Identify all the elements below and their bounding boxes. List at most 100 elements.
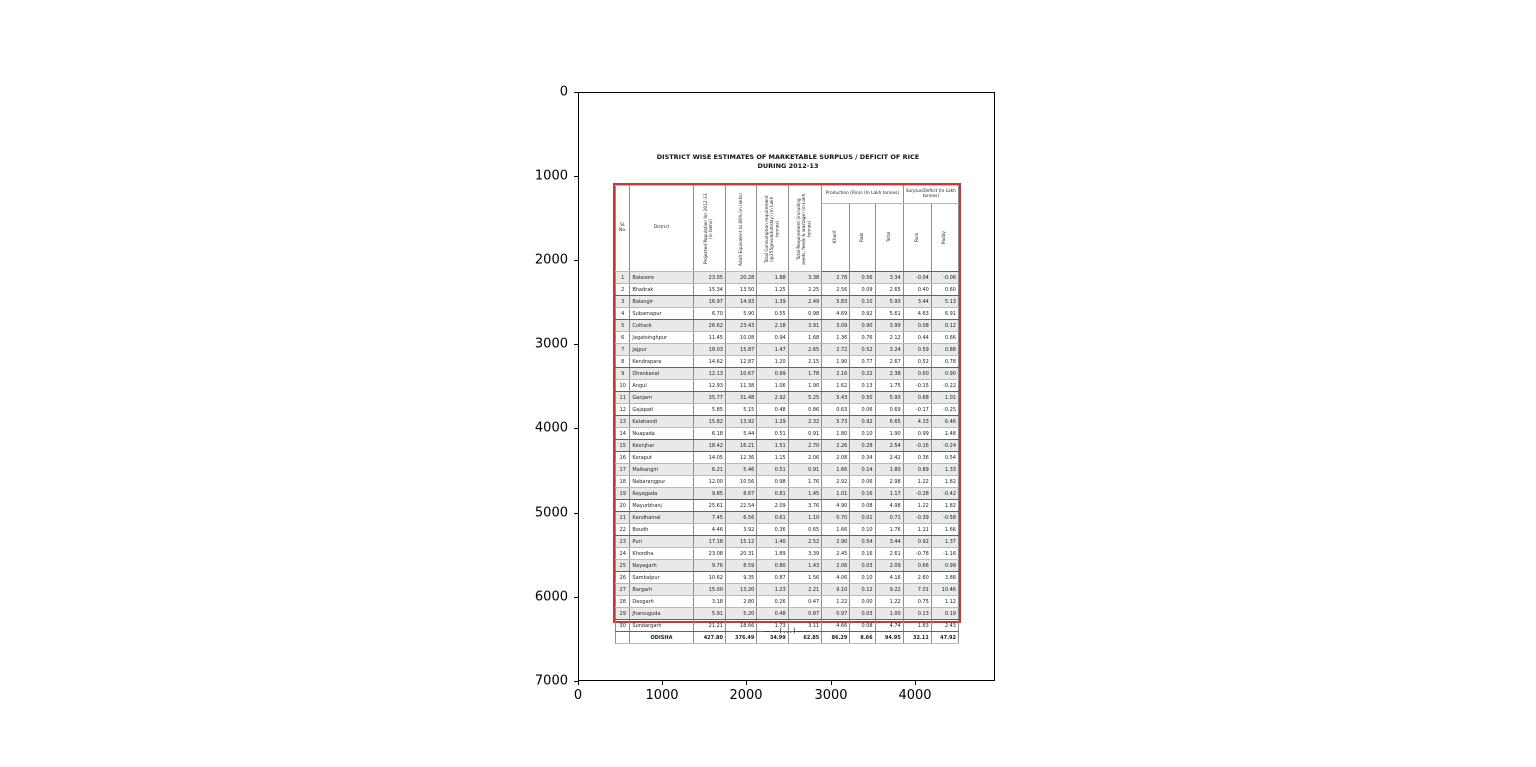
value-cell: 20.31	[724, 547, 758, 560]
x-tick	[662, 681, 663, 685]
value-cell: 5.43	[821, 391, 851, 404]
value-cell: 0.60	[930, 283, 960, 296]
value-cell: 0.69	[874, 403, 904, 416]
value-cell: 0.50	[849, 391, 876, 404]
table-row: 20 Mayurbhanj 25.61 22.54 2.09 3.76 4.90 0.08 4.…	[614, 499, 960, 512]
value-cell: 10.62	[692, 571, 726, 584]
value-cell: 1.36	[821, 331, 851, 344]
value-cell: 2.72	[821, 343, 851, 356]
value-cell: 0.00	[849, 595, 876, 608]
value-cell: 0.09	[849, 283, 876, 296]
value-cell: 0.90	[930, 367, 960, 380]
value-cell: 0.19	[930, 607, 960, 620]
value-cell: 0.03	[849, 607, 876, 620]
value-cell: 0.56	[849, 271, 876, 284]
value-cell: 28	[614, 595, 631, 608]
value-cell: 4.69	[821, 307, 851, 320]
value-cell: 0.13	[902, 607, 932, 620]
value-cell: 3.44	[874, 535, 904, 548]
value-cell: 16.21	[724, 439, 758, 452]
value-cell: 5.13	[930, 295, 960, 308]
value-cell: 376.49	[724, 631, 758, 644]
value-cell: 1.51	[756, 439, 789, 452]
value-cell: 23.43	[724, 319, 758, 332]
value-cell: 18.03	[692, 343, 726, 356]
district-cell: Deogarh	[629, 595, 694, 608]
value-cell: 0.89	[902, 463, 932, 476]
value-cell: 2.78	[821, 271, 851, 284]
table-row: 11 Ganjam 35.77 31.48 2.92 5.25 5.43 0.50 5.93 0.…	[614, 391, 960, 404]
value-cell: 4.16	[874, 571, 904, 584]
value-cell: 0.52	[849, 343, 876, 356]
value-cell: 0.16	[849, 487, 876, 500]
value-cell: 11.38	[724, 379, 758, 392]
value-cell: 2.65	[787, 343, 823, 356]
district-cell: Rayagada	[629, 487, 694, 500]
value-cell: 0.55	[756, 307, 789, 320]
value-cell: 1.90	[874, 427, 904, 440]
value-cell: 13.50	[724, 283, 758, 296]
value-cell: 0.77	[849, 355, 876, 368]
value-cell: 12.93	[692, 379, 726, 392]
value-cell: 2.32	[787, 415, 823, 428]
value-cell: 2.56	[821, 283, 851, 296]
value-cell: 12.36	[724, 451, 758, 464]
value-cell: 2.98	[874, 475, 904, 488]
table-row: 2 Bhadrak 15.34 13.50 1.25 2.25 2.56 0.09 2.65 0.…	[614, 283, 960, 296]
value-cell: 0.59	[902, 343, 932, 356]
y-tick	[574, 513, 578, 514]
value-cell: 0.28	[849, 439, 876, 452]
value-cell: 31.48	[724, 391, 758, 404]
value-cell: 0.87	[756, 571, 789, 584]
district-cell: Nuapada	[629, 427, 694, 440]
value-cell: 5.91	[692, 607, 726, 620]
value-cell: 9.35	[724, 571, 758, 584]
value-cell: 6.65	[874, 415, 904, 428]
value-cell: 0.65	[787, 523, 823, 536]
value-cell: 0.08	[902, 319, 932, 332]
value-cell: 18.66	[724, 619, 758, 632]
value-cell: 5.90	[724, 307, 758, 320]
col-header-kharif: Kharif	[821, 203, 851, 272]
x-tick	[746, 681, 747, 685]
value-cell: 13.92	[724, 415, 758, 428]
value-cell: -1.16	[930, 547, 960, 560]
value-cell: 1.82	[930, 475, 960, 488]
value-cell: 1.22	[902, 499, 932, 512]
value-cell: 0.91	[787, 427, 823, 440]
col-header-rabi: Rabi	[849, 203, 876, 272]
table-row: 14 Nuapada 6.18 5.44 0.51 0.91 1.80 0.10 1.90 0.9…	[614, 427, 960, 440]
value-cell: 1.47	[756, 343, 789, 356]
district-cell: Jajpur	[629, 343, 694, 356]
value-cell: 7.45	[692, 511, 726, 524]
value-cell: 7	[614, 343, 631, 356]
district-cell: Jagatsinghpur	[629, 331, 694, 344]
x-tick-label: 3000	[814, 688, 848, 703]
value-cell: 1.63	[902, 619, 932, 632]
value-cell: 0.68	[902, 391, 932, 404]
value-cell: 9.85	[692, 487, 726, 500]
value-cell: 25	[614, 559, 631, 572]
table-row: 26 Sambalpur 10.62 9.35 0.87 1.56 4.06 0.10 4.16…	[614, 571, 960, 584]
value-cell: 0.06	[849, 475, 876, 488]
value-cell: 15.82	[692, 415, 726, 428]
value-cell: 22.54	[724, 499, 758, 512]
value-cell	[614, 631, 631, 644]
value-cell: 7.01	[902, 583, 932, 596]
y-tick	[574, 344, 578, 345]
value-cell: 6.56	[724, 511, 758, 524]
value-cell: 1.20	[756, 355, 789, 368]
y-tick-label: 6000	[534, 589, 568, 605]
value-cell: 23.05	[692, 271, 726, 284]
table-row: 1 Balasore 23.05 20.28 1.88 3.38 2.78 0.56 3.34-…	[614, 271, 960, 284]
value-cell: 2.16	[821, 367, 851, 380]
value-cell: 1.66	[821, 463, 851, 476]
value-cell: 3.44	[902, 295, 932, 308]
value-cell: 1.88	[756, 271, 789, 284]
value-cell: 20.28	[724, 271, 758, 284]
value-cell: 6.70	[692, 307, 726, 320]
value-cell: 3.38	[787, 271, 823, 284]
district-cell: Boudh	[629, 523, 694, 536]
district-cell: Jharsuguda	[629, 607, 694, 620]
value-cell: 0.48	[756, 607, 789, 620]
